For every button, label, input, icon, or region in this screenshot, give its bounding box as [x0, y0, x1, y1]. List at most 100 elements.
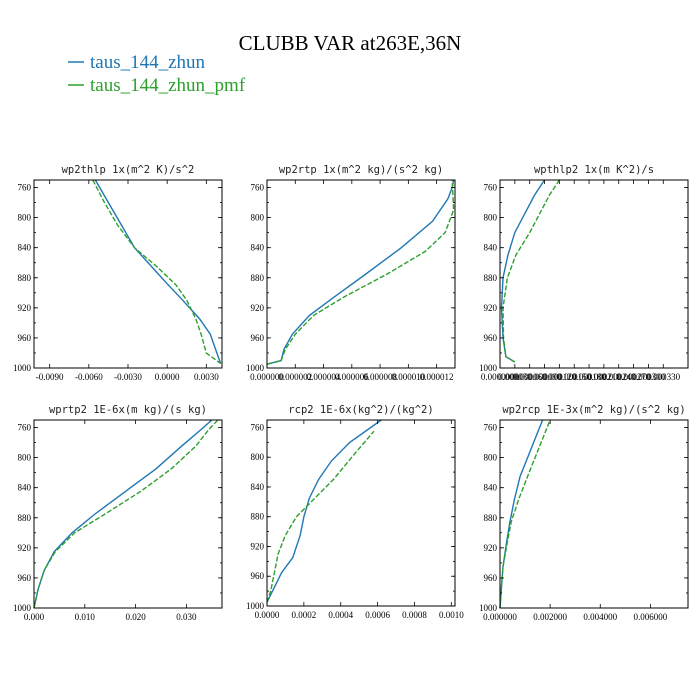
series-line-zhun — [33, 419, 213, 609]
y-tick-label: 1000 — [13, 363, 32, 373]
series-line-zhun — [266, 179, 455, 365]
panel-1: wp2thlp 1x(m^2 K)/s^2 760 800 840 880 920 960 1… — [13, 164, 223, 382]
x-tick-label: 0.002000 — [533, 612, 567, 622]
panel-title: wpthlp2 1x(m K^2)/s — [534, 164, 654, 176]
x-tick-label: 0.000000 — [483, 612, 517, 622]
y-tick-label: 840 — [251, 482, 265, 492]
y-tick-label: 800 — [18, 213, 32, 223]
x-tick-label: -0.0090 — [36, 372, 64, 382]
series-line-zhun — [499, 419, 544, 609]
x-tick-label: -0.0030 — [114, 372, 142, 382]
x-tick-label: 0.0004 — [328, 610, 353, 620]
y-tick-label: 960 — [18, 333, 32, 343]
series-line-pmf — [92, 179, 222, 365]
panel-title: wp2rtp 1x(m^2 kg)/(s^2 kg) — [279, 164, 443, 176]
plot-frame — [33, 179, 223, 369]
y-tick-label: 840 — [18, 483, 32, 493]
series-line-pmf — [266, 430, 375, 603]
panel-4: wprtp2 1E-6x(m kg)/(s kg) 760 800 840 880 920… — [13, 404, 223, 622]
x-tick-label: 0.006000 — [634, 612, 668, 622]
legend-label-zhun: taus_144_zhun — [90, 52, 206, 73]
y-tick-label: 920 — [484, 303, 498, 313]
x-tick-label: 0.0006 — [365, 610, 390, 620]
x-tick-label: 0.000180 — [572, 372, 606, 382]
panel-3: wpthlp2 1x(m K^2)/s 760 800 840 880 920 960 100… — [479, 164, 689, 382]
x-tick-label: 0.000010 — [391, 372, 425, 382]
x-tick-label: 0.000060 — [513, 372, 547, 382]
series-line-pmf — [499, 419, 551, 609]
y-tick-label: 920 — [18, 303, 32, 313]
x-tick-label: 0.030 — [176, 612, 197, 622]
x-tick-label: 0.0008 — [402, 610, 427, 620]
y-tick-label: 920 — [484, 543, 498, 553]
x-tick-label: 0.0010 — [439, 610, 464, 620]
y-tick-label: 1000 — [246, 363, 265, 373]
x-tick-label: 0.000012 — [420, 372, 454, 382]
y-tick-label: 800 — [484, 213, 498, 223]
x-tick-label: 0.000300 — [632, 372, 666, 382]
series-line-zhun — [94, 179, 222, 364]
x-tick-label: 0.0000000 — [481, 372, 520, 382]
series-line-pmf — [502, 179, 560, 363]
plot-frame — [266, 419, 456, 607]
x-tick-label: 0.000 — [24, 612, 45, 622]
x-tick-label: 0.0000 — [155, 372, 180, 382]
panel-title: wprtp2 1E-6x(m kg)/(s kg) — [49, 404, 207, 416]
y-tick-label: 800 — [18, 453, 32, 463]
y-tick-label: 1000 — [246, 601, 265, 611]
x-tick-label: 0.0000 — [255, 610, 280, 620]
series-line-zhun — [500, 179, 546, 363]
x-tick-label: 0.000330 — [646, 372, 680, 382]
panel-5: rcp2 1E-6x(kg^2)/(kg^2) 760 800 840 880 920 96… — [246, 404, 464, 620]
panel-title: wp2thlp 1x(m^2 K)/s^2 — [62, 164, 195, 176]
y-tick-label: 960 — [484, 573, 498, 583]
y-tick-label: 840 — [484, 483, 498, 493]
y-tick-label: 840 — [484, 243, 498, 253]
x-tick-label: 0.000120 — [542, 372, 576, 382]
y-tick-label: 760 — [251, 422, 265, 432]
y-tick-label: 960 — [18, 573, 32, 583]
y-tick-label: 760 — [484, 423, 498, 433]
y-tick-label: 960 — [484, 333, 498, 343]
x-tick-label: 0.000270 — [617, 372, 651, 382]
y-tick-label: 840 — [251, 243, 265, 253]
panel-2: wp2rtp 1x(m^2 kg)/(s^2 kg) 760 800 840 880 92… — [246, 164, 456, 382]
x-tick-label: 0.0002 — [291, 610, 316, 620]
panel-grid: wp2thlp 1x(m^2 K)/s^2 760 800 840 880 920 960 1… — [13, 164, 689, 622]
x-tick-label: 0.000002 — [278, 372, 312, 382]
x-tick-label: 0.0030 — [194, 372, 219, 382]
y-tick-label: 800 — [251, 213, 265, 223]
y-tick-label: 920 — [18, 543, 32, 553]
y-tick-label: 800 — [251, 452, 265, 462]
y-tick-label: 800 — [484, 453, 498, 463]
x-tick-label: 0.000008 — [363, 372, 397, 382]
x-tick-label: 0.000090 — [528, 372, 562, 382]
y-tick-label: 1000 — [479, 363, 498, 373]
y-tick-label: 880 — [18, 513, 32, 523]
y-tick-label: 960 — [251, 333, 265, 343]
x-tick-label: 0.000240 — [602, 372, 636, 382]
y-tick-label: 760 — [484, 183, 498, 193]
y-tick-label: 880 — [251, 512, 265, 522]
panel-6: wp2rcp 1E-3x(m^2 kg)/(s^2 kg) 760 800 840 88… — [479, 404, 689, 622]
x-tick-label: -0.0060 — [75, 372, 103, 382]
x-tick-label: 0.000030 — [498, 372, 532, 382]
y-tick-label: 840 — [18, 243, 32, 253]
plot-frame — [499, 179, 689, 369]
panel-title: rcp2 1E-6x(kg^2)/(kg^2) — [288, 404, 433, 416]
y-tick-label: 880 — [18, 273, 32, 283]
legend: taus_144_zhun taus_144_zhun_pmf — [68, 52, 246, 96]
plot-frame — [33, 419, 223, 609]
x-tick-label: 0.010 — [75, 612, 96, 622]
x-tick-label: 0.000210 — [587, 372, 621, 382]
x-tick-label: 0.020 — [125, 612, 146, 622]
y-tick-label: 1000 — [13, 603, 32, 613]
y-tick-label: 880 — [484, 273, 498, 283]
figure-title: CLUBB VAR at263E,36N — [239, 31, 462, 55]
x-tick-label: 0.000006 — [335, 372, 369, 382]
plot-frame — [499, 419, 689, 609]
y-tick-label: 920 — [251, 541, 265, 551]
x-tick-label: 0.000150 — [557, 372, 591, 382]
